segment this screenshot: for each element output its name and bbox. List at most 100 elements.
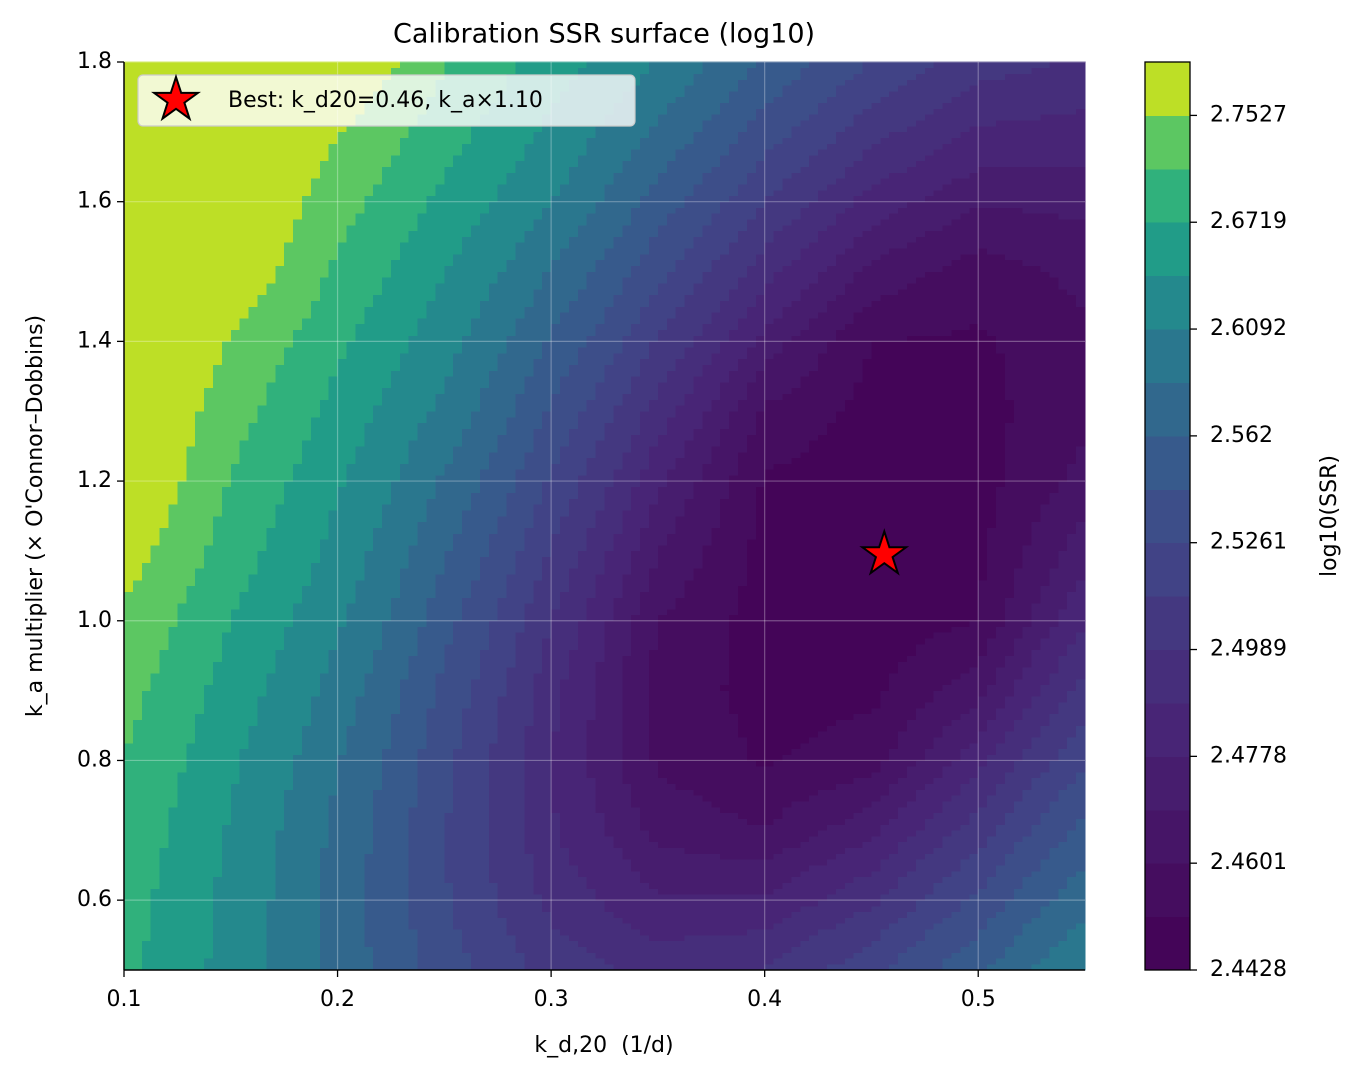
contour-cell bbox=[488, 847, 526, 854]
contour-cell bbox=[417, 626, 445, 633]
contour-cell bbox=[399, 573, 437, 581]
contour-cell bbox=[675, 521, 721, 528]
contour-cell bbox=[444, 725, 463, 732]
contour-cell bbox=[657, 818, 748, 825]
contour-cell bbox=[1004, 696, 1033, 703]
contour-cell bbox=[551, 667, 570, 674]
contour-cell bbox=[364, 911, 410, 918]
contour-cell bbox=[124, 224, 232, 232]
contour-cell bbox=[791, 335, 837, 342]
contour-cell bbox=[889, 853, 926, 860]
contour-cell bbox=[702, 795, 766, 802]
contour-cell bbox=[124, 207, 232, 214]
contour-cell bbox=[978, 282, 1059, 290]
contour-cell bbox=[631, 568, 650, 575]
contour-cell bbox=[435, 189, 445, 197]
contour-cell bbox=[230, 463, 294, 470]
contour-cell bbox=[533, 701, 552, 709]
contour-cell bbox=[337, 445, 356, 453]
contour-cell bbox=[204, 690, 232, 697]
contour-cell bbox=[720, 504, 757, 511]
contour-cell bbox=[364, 853, 410, 860]
contour-cell bbox=[720, 341, 757, 348]
contour-cell bbox=[221, 632, 232, 639]
contour-cell bbox=[124, 952, 143, 959]
contour-cell bbox=[880, 690, 935, 697]
contour-cell bbox=[657, 131, 695, 138]
contour-cell bbox=[693, 73, 748, 80]
contour-cell bbox=[1004, 364, 1086, 371]
contour-cell bbox=[488, 783, 526, 790]
contour-cell bbox=[871, 463, 979, 470]
contour-cell bbox=[337, 195, 365, 202]
contour-cell bbox=[479, 213, 543, 220]
contour-cell bbox=[987, 329, 1086, 336]
contour-cell bbox=[595, 696, 623, 703]
contour-cell bbox=[488, 841, 526, 849]
contour-cell bbox=[230, 649, 276, 656]
contour-cell bbox=[551, 457, 561, 464]
contour-cell bbox=[124, 672, 152, 680]
contour-cell bbox=[1058, 701, 1086, 709]
contour-cell bbox=[444, 445, 454, 453]
contour-cell bbox=[978, 410, 1015, 418]
contour-cell bbox=[764, 486, 873, 494]
contour-cell bbox=[275, 509, 330, 517]
contour-cell bbox=[1076, 451, 1086, 459]
contour-cell bbox=[551, 125, 597, 133]
contour-cell bbox=[453, 364, 499, 371]
contour-cell bbox=[266, 934, 321, 942]
contour-cell bbox=[720, 201, 766, 208]
contour-cell bbox=[978, 160, 1086, 168]
contour-cell bbox=[230, 486, 285, 494]
contour-cell bbox=[648, 684, 659, 691]
contour-cell bbox=[444, 795, 454, 802]
contour-cell bbox=[720, 381, 748, 389]
contour-cell bbox=[871, 96, 881, 104]
contour-cell bbox=[657, 166, 668, 173]
contour-cell bbox=[204, 696, 232, 703]
contour-cell bbox=[284, 637, 339, 645]
contour-cell bbox=[657, 643, 730, 651]
contour-cell bbox=[230, 492, 285, 499]
contour-cell bbox=[212, 678, 232, 686]
contour-cell bbox=[880, 928, 926, 936]
contour-cell bbox=[373, 416, 428, 424]
contour-cell bbox=[337, 789, 374, 796]
contour-cell bbox=[978, 952, 1006, 959]
contour-cell bbox=[1031, 649, 1068, 656]
contour-cell bbox=[221, 841, 232, 849]
contour-cell bbox=[871, 416, 979, 424]
contour-cell bbox=[221, 341, 232, 348]
contour-cell bbox=[978, 428, 1006, 435]
contour-cell bbox=[800, 247, 846, 255]
contour-cell bbox=[462, 742, 490, 750]
contour-cell bbox=[809, 864, 873, 872]
contour-cell bbox=[364, 905, 410, 913]
contour-cell bbox=[604, 655, 623, 662]
contour-cell bbox=[497, 905, 543, 913]
contour-cell bbox=[426, 725, 445, 732]
contour-cell bbox=[640, 137, 659, 144]
contour-cell bbox=[186, 597, 232, 604]
contour-cell bbox=[577, 358, 614, 365]
contour-cell bbox=[551, 381, 561, 389]
contour-cell bbox=[319, 166, 339, 173]
contour-cell bbox=[319, 876, 339, 883]
contour-cell bbox=[551, 265, 597, 272]
contour-cell bbox=[230, 672, 267, 680]
contour-cell bbox=[462, 346, 508, 354]
contour-cell bbox=[764, 61, 810, 69]
contour-cell bbox=[729, 149, 766, 156]
contour-cell bbox=[435, 585, 445, 592]
contour-cell bbox=[1004, 777, 1033, 785]
contour-cell bbox=[542, 422, 552, 429]
contour-cell bbox=[595, 684, 623, 691]
contour-cell bbox=[862, 841, 873, 849]
contour-cell bbox=[720, 108, 757, 115]
contour-cell bbox=[648, 67, 659, 74]
contour-cell bbox=[675, 259, 712, 267]
contour-cell bbox=[657, 742, 748, 750]
contour-cell bbox=[408, 835, 445, 843]
contour-cell bbox=[648, 300, 659, 307]
